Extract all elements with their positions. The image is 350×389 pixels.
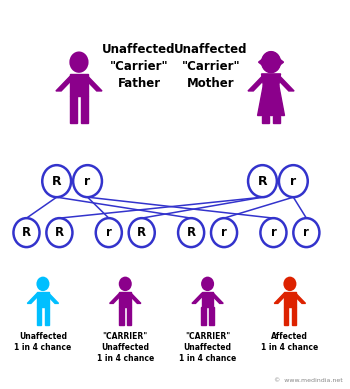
Polygon shape: [192, 293, 205, 303]
Circle shape: [129, 218, 155, 247]
Text: Affected
1 in 4 chance: Affected 1 in 4 chance: [261, 332, 318, 352]
Circle shape: [211, 218, 237, 247]
Text: r: r: [271, 226, 276, 239]
Text: R: R: [187, 226, 196, 239]
Text: "CARRIER"
Unaffected
1 in 4 chance: "CARRIER" Unaffected 1 in 4 chance: [97, 332, 154, 363]
Polygon shape: [119, 292, 131, 307]
Text: ©  www.medindia.net: © www.medindia.net: [274, 378, 343, 383]
Circle shape: [178, 218, 204, 247]
Text: R: R: [22, 226, 31, 239]
Polygon shape: [292, 307, 296, 325]
Polygon shape: [27, 293, 41, 303]
Polygon shape: [209, 307, 214, 325]
Polygon shape: [258, 86, 285, 116]
Circle shape: [261, 51, 281, 74]
Circle shape: [293, 218, 320, 247]
Polygon shape: [37, 307, 41, 325]
Polygon shape: [261, 74, 281, 91]
Polygon shape: [273, 116, 280, 123]
Polygon shape: [70, 96, 77, 123]
Circle shape: [96, 218, 122, 247]
Polygon shape: [202, 292, 214, 307]
Polygon shape: [70, 74, 88, 96]
Polygon shape: [127, 293, 141, 303]
Text: R: R: [258, 175, 267, 187]
Polygon shape: [45, 293, 58, 303]
Circle shape: [279, 165, 308, 197]
Circle shape: [46, 218, 72, 247]
Text: r: r: [84, 175, 91, 187]
Polygon shape: [44, 307, 49, 325]
Circle shape: [13, 218, 40, 247]
Polygon shape: [277, 57, 284, 67]
Polygon shape: [274, 293, 288, 303]
Polygon shape: [81, 96, 88, 123]
Polygon shape: [127, 307, 132, 325]
Polygon shape: [110, 293, 123, 303]
Text: r: r: [290, 175, 296, 187]
Polygon shape: [274, 76, 294, 91]
Polygon shape: [292, 293, 306, 303]
Circle shape: [284, 277, 296, 291]
Text: r: r: [221, 226, 227, 239]
Text: R: R: [55, 226, 64, 239]
Circle shape: [119, 277, 132, 291]
Text: "CARRIER"
Unaffected
1 in 4 chance: "CARRIER" Unaffected 1 in 4 chance: [179, 332, 236, 363]
Circle shape: [261, 51, 281, 73]
Circle shape: [260, 218, 286, 247]
Polygon shape: [37, 292, 49, 307]
Text: r: r: [106, 226, 112, 239]
Text: R: R: [137, 226, 146, 239]
Polygon shape: [248, 76, 268, 91]
Polygon shape: [259, 57, 265, 67]
Circle shape: [36, 277, 49, 291]
Polygon shape: [201, 307, 206, 325]
Circle shape: [201, 277, 214, 291]
Circle shape: [69, 51, 89, 73]
Polygon shape: [284, 307, 288, 325]
Polygon shape: [56, 76, 76, 91]
Text: r: r: [303, 226, 309, 239]
Text: Unaffected
1 in 4 chance: Unaffected 1 in 4 chance: [14, 332, 71, 352]
Polygon shape: [210, 293, 223, 303]
Circle shape: [73, 165, 102, 197]
Polygon shape: [82, 76, 102, 91]
Circle shape: [248, 165, 277, 197]
Polygon shape: [262, 116, 269, 123]
Polygon shape: [284, 292, 296, 307]
Text: Unaffected
"Carrier"
Father: Unaffected "Carrier" Father: [102, 43, 176, 90]
Text: R: R: [52, 175, 62, 187]
Polygon shape: [119, 307, 124, 325]
Text: Unaffected
"Carrier"
Mother: Unaffected "Carrier" Mother: [174, 43, 248, 90]
Circle shape: [42, 165, 71, 197]
